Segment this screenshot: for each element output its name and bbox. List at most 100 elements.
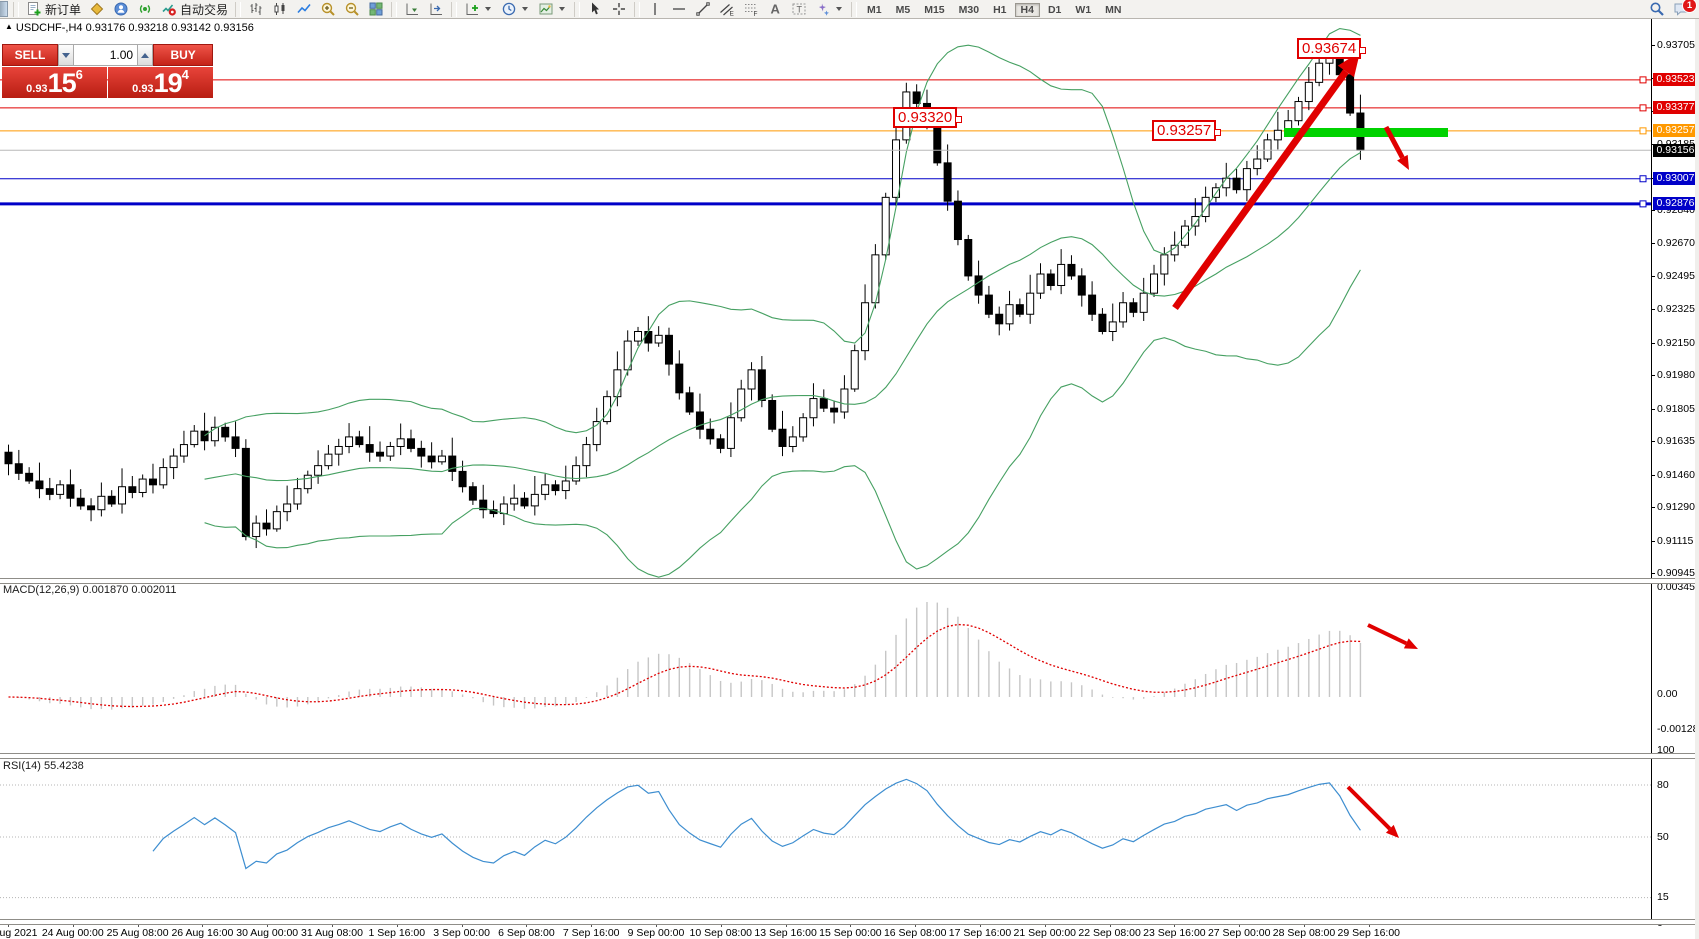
channel-button[interactable]: E xyxy=(715,0,739,19)
symbol-marker-icon: ▲ xyxy=(5,22,13,31)
time-axis-tick xyxy=(720,923,722,927)
pane-splitter[interactable] xyxy=(0,753,1699,759)
time-axis-label: 13 Sep 16:00 xyxy=(754,927,817,939)
svg-text:E: E xyxy=(730,11,735,18)
toolbar-right-group: 1 xyxy=(1645,0,1699,19)
price-axis-tick: 0.92325 xyxy=(1651,302,1695,315)
time-axis-label: 20 Aug 2021 xyxy=(0,927,38,939)
time-axis-tick xyxy=(980,923,981,927)
macd-histogram xyxy=(18,602,1362,710)
period-button[interactable] xyxy=(497,0,534,19)
rsi-axis-tick: 80 xyxy=(1657,778,1669,791)
timeframe-button-m1[interactable]: M1 xyxy=(867,4,882,16)
rsi-axis-tick: 15 xyxy=(1657,891,1669,904)
template-icon xyxy=(538,1,554,17)
red-arrow-annotation xyxy=(1367,623,1418,649)
toolbar-separator xyxy=(851,1,858,17)
bar-chart-button[interactable] xyxy=(244,0,268,19)
volume-decrease-button[interactable] xyxy=(57,44,75,66)
toolbar-separator xyxy=(13,1,19,17)
time-axis-label: 24 Aug 00:00 xyxy=(41,927,104,939)
window-edge-strip xyxy=(1695,18,1699,939)
tile-windows-button[interactable] xyxy=(364,0,388,19)
new-order-label: 新订单 xyxy=(45,2,82,17)
time-axis-tick xyxy=(1239,923,1241,927)
new-order-button[interactable]: 新订单 xyxy=(22,0,85,19)
price-axis-tick: 0.91115 xyxy=(1650,534,1694,547)
level-lines xyxy=(0,76,1651,208)
chart-shift-button[interactable] xyxy=(424,0,448,19)
price-axis-tick: 0.91980 xyxy=(1651,369,1695,382)
price-axis-tick: 0.92495 xyxy=(1651,270,1695,283)
time-axis-tick xyxy=(591,923,593,927)
trendline-button[interactable] xyxy=(691,0,715,19)
market-button[interactable] xyxy=(109,0,133,19)
zoom-out-button[interactable] xyxy=(340,0,364,19)
timeframe-button-d1[interactable]: D1 xyxy=(1047,4,1062,16)
text-icon: A xyxy=(767,1,783,17)
history-center-button[interactable] xyxy=(85,0,109,19)
timeframe-button-m15[interactable]: M15 xyxy=(924,4,945,16)
text-label-button[interactable]: T xyxy=(787,0,811,19)
sell-button[interactable]: SELL xyxy=(2,44,58,66)
volume-increase-button[interactable] xyxy=(137,44,154,66)
horizontal-line-button[interactable] xyxy=(667,0,691,19)
line-chart-button[interactable] xyxy=(292,0,316,19)
zoom-in-button[interactable] xyxy=(316,0,340,19)
autotrade-button[interactable]: 自动交易 xyxy=(157,0,232,19)
buy-button[interactable]: BUY xyxy=(153,44,213,66)
time-axis-label: 27 Sep 00:00 xyxy=(1207,927,1271,939)
pane-splitter[interactable] xyxy=(0,919,1699,925)
rsi-header: RSI(14) 55.4238 xyxy=(3,760,84,772)
crosshair-button[interactable] xyxy=(607,0,631,19)
time-axis-label: 30 Aug 00:00 xyxy=(236,927,299,939)
time-axis-label: 26 Aug 16:00 xyxy=(171,927,234,939)
search-button[interactable] xyxy=(1645,0,1669,19)
auto-scroll-button[interactable] xyxy=(400,0,424,19)
new-order-icon xyxy=(26,1,42,17)
clipped-window-icon xyxy=(0,1,8,17)
level-price-badge: 0.92876 xyxy=(1653,197,1698,211)
price-tag-annotation[interactable]: 0.93674 xyxy=(1297,38,1367,59)
sell-price[interactable]: 0.93 15 6 xyxy=(2,67,107,98)
shapes-button[interactable] xyxy=(811,0,848,19)
cursor-button[interactable] xyxy=(583,0,607,19)
crosshair-icon xyxy=(611,1,627,17)
time-axis-label: 15 Sep 00:00 xyxy=(819,927,882,939)
toolbar-separator xyxy=(391,1,398,17)
svg-text:T: T xyxy=(797,5,803,15)
timeframe-button-mn[interactable]: MN xyxy=(1105,4,1122,16)
candlestick-chart-icon xyxy=(272,1,288,17)
timeframe-button-w1[interactable]: W1 xyxy=(1075,4,1092,16)
price-tag-annotation[interactable]: 0.93257 xyxy=(1152,120,1222,141)
candles xyxy=(4,39,1365,549)
fibonacci-icon: F xyxy=(743,1,759,17)
time-axis-tick xyxy=(1304,923,1305,927)
timeframe-button-h4[interactable]: H4 xyxy=(1014,3,1040,17)
candlestick-chart-button[interactable] xyxy=(268,0,292,19)
volume-input[interactable] xyxy=(74,44,138,66)
timeframe-button-m5[interactable]: M5 xyxy=(895,4,911,16)
level-price-badge: 0.93007 xyxy=(1653,172,1698,186)
notification-badge[interactable]: 1 xyxy=(1682,0,1697,13)
price-tag-annotation[interactable]: 0.93320 xyxy=(893,107,963,128)
signals-button[interactable] xyxy=(133,0,157,19)
pane-splitter[interactable] xyxy=(0,578,1699,584)
timeframe-button-h1[interactable]: H1 xyxy=(993,4,1007,16)
buy-price-prefix: 0.93 xyxy=(132,83,154,95)
time-axis-label: 7 Sep 16:00 xyxy=(562,927,620,939)
template-button[interactable] xyxy=(534,0,571,19)
vertical-line-button[interactable] xyxy=(643,0,667,19)
rsi-axis-tick: 50 xyxy=(1657,830,1669,843)
time-axis-label: 21 Sep 00:00 xyxy=(1013,927,1077,939)
add-indicator-button[interactable] xyxy=(460,0,497,19)
time-axis-label: 6 Sep 08:00 xyxy=(498,927,555,939)
text-button[interactable]: A xyxy=(763,0,787,19)
buy-price[interactable]: 0.93 19 4 xyxy=(108,67,213,98)
red-arrow-annotation xyxy=(1172,52,1360,311)
timeframe-button-m30[interactable]: M30 xyxy=(958,4,980,16)
macd-header: MACD(12,26,9) 0.001870 0.002011 xyxy=(3,584,177,596)
fibonacci-button[interactable]: F xyxy=(739,0,763,19)
price-axis-tick: 0.92670 xyxy=(1651,236,1695,249)
